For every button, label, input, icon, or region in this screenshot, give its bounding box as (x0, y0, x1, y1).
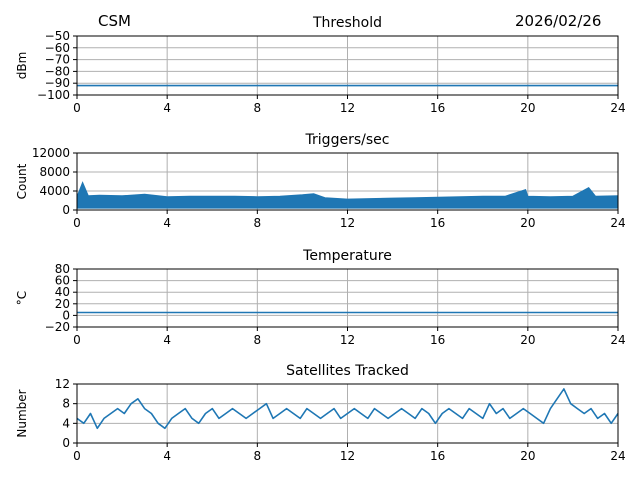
y-tick-label: −60 (45, 41, 70, 55)
y-tick-label: 60 (55, 274, 70, 288)
threshold-ylabel: dBm (15, 52, 29, 80)
x-tick-label: 0 (73, 333, 81, 347)
x-tick-label: 20 (520, 101, 535, 115)
x-tick-label: 12 (340, 449, 355, 463)
x-tick-label: 4 (163, 449, 171, 463)
threshold-panel: 0 4 8 12 16 20 24 −100−90−80−70−60−50 Threshold d… (15, 15, 626, 115)
temperature-ylabel: °C (15, 291, 29, 305)
y-tick-label: −100 (37, 88, 70, 102)
temperature-title: Temperature (302, 248, 392, 264)
threshold-title: Threshold (312, 15, 382, 31)
station-label: CSM (98, 12, 131, 30)
x-tick-label: 20 (520, 449, 535, 463)
x-tick-label: 0 (73, 101, 81, 115)
x-tick-label: 8 (254, 101, 262, 115)
x-tick-label: 12 (340, 101, 355, 115)
x-tick-label: 12 (340, 333, 355, 347)
y-tick-label: 4000 (39, 184, 70, 198)
y-tick-label: 8 (62, 397, 70, 411)
x-tick-label: 4 (163, 101, 171, 115)
satellites-title: Satellites Tracked (286, 363, 409, 379)
y-tick-label: 12 (55, 377, 70, 391)
y-tick-label: 0 (62, 203, 70, 217)
y-tick-label: 20 (55, 297, 70, 311)
x-tick-label: 0 (73, 449, 81, 463)
y-tick-label: −80 (45, 64, 70, 78)
y-tick-label: −50 (45, 29, 70, 43)
x-tick-label: 24 (610, 449, 625, 463)
y-tick-label: −90 (45, 76, 70, 90)
x-tick-label: 16 (430, 449, 445, 463)
y-tick-label: 4 (62, 416, 70, 430)
x-tick-label: 24 (610, 333, 625, 347)
x-tick-label: 4 (163, 333, 171, 347)
satellites-ylabel: Number (15, 389, 29, 437)
x-tick-label: 20 (520, 333, 535, 347)
y-tick-label: 8000 (39, 165, 70, 179)
y-tick-label: 40 (55, 285, 70, 299)
x-tick-label: 20 (520, 216, 535, 230)
y-tick-label: 12000 (32, 146, 70, 160)
x-tick-label: 4 (163, 216, 171, 230)
x-tick-label: 12 (340, 216, 355, 230)
x-tick-label: 8 (254, 449, 262, 463)
x-tick-label: 8 (254, 216, 262, 230)
x-tick-label: 16 (430, 216, 445, 230)
x-tick-label: 0 (73, 216, 81, 230)
x-tick-label: 24 (610, 216, 625, 230)
satellites-panel: 0 4 8 12 16 20 24 0 4 8 12 Satellites Tracked Number (15, 363, 626, 463)
x-tick-label: 24 (610, 101, 625, 115)
x-tick-label: 16 (430, 101, 445, 115)
date-label: 2026/02/26 (515, 12, 602, 30)
y-tick-label: −70 (45, 53, 70, 67)
satellites-series-line (76, 388, 619, 430)
x-tick-label: 16 (430, 333, 445, 347)
y-tick-label: −20 (45, 320, 70, 334)
triggers-title: Triggers/sec (305, 132, 390, 148)
y-tick-label: 0 (62, 308, 70, 322)
x-tick-label: 8 (254, 333, 262, 347)
triggers-panel: 0 4 8 12 16 20 24 0 4000 8000 12000 Triggers/sec Cou… (15, 132, 626, 230)
triggers-ylabel: Count (15, 163, 29, 199)
y-tick-label: 80 (55, 262, 70, 276)
y-tick-label: 0 (62, 436, 70, 450)
